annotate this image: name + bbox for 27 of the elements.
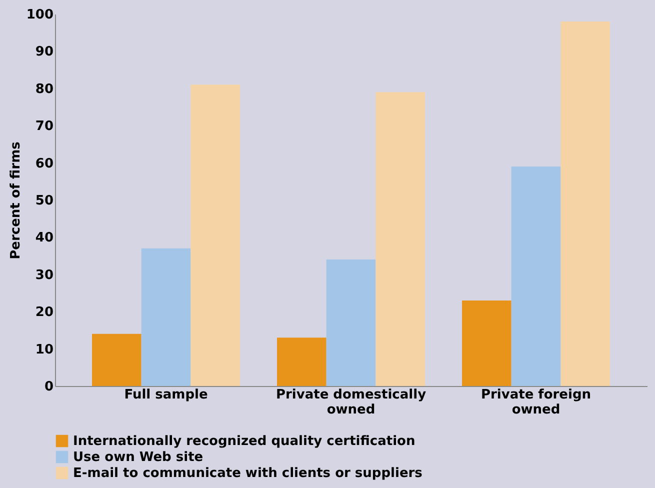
y-tick-label: 30 [35, 268, 54, 283]
bar [141, 248, 191, 386]
y-tick-label: 20 [35, 305, 54, 320]
bar [326, 260, 376, 386]
x-tick-label: Private domestically owned [276, 388, 427, 418]
y-tick-label: 50 [35, 194, 54, 208]
legend-label: Internationally recognized quality certification [73, 434, 416, 449]
x-tick-label: Full sample [124, 388, 208, 402]
bar [376, 92, 425, 386]
bar [190, 84, 240, 386]
bar [511, 166, 561, 386]
y-axis-title: Percent of firms [8, 141, 24, 260]
x-tick-label: Private foreign owned [480, 388, 592, 418]
y-tick-label: 60 [35, 156, 54, 172]
bar [92, 334, 142, 386]
legend-label: Use own Web site [73, 450, 204, 465]
y-tick-label: 10 [35, 342, 54, 358]
bar [277, 338, 326, 386]
y-tick-label: 0 [44, 380, 54, 394]
y-tick-label: 70 [35, 119, 54, 134]
y-tick-label: 40 [35, 230, 54, 246]
legend-label: E-mail to communicate with clients or suppliers [73, 466, 423, 481]
y-tick-label: 80 [35, 82, 54, 97]
bar [462, 300, 512, 386]
bar [560, 21, 610, 386]
y-tick-label: 100 [26, 8, 54, 22]
y-tick-label: 90 [35, 44, 54, 60]
